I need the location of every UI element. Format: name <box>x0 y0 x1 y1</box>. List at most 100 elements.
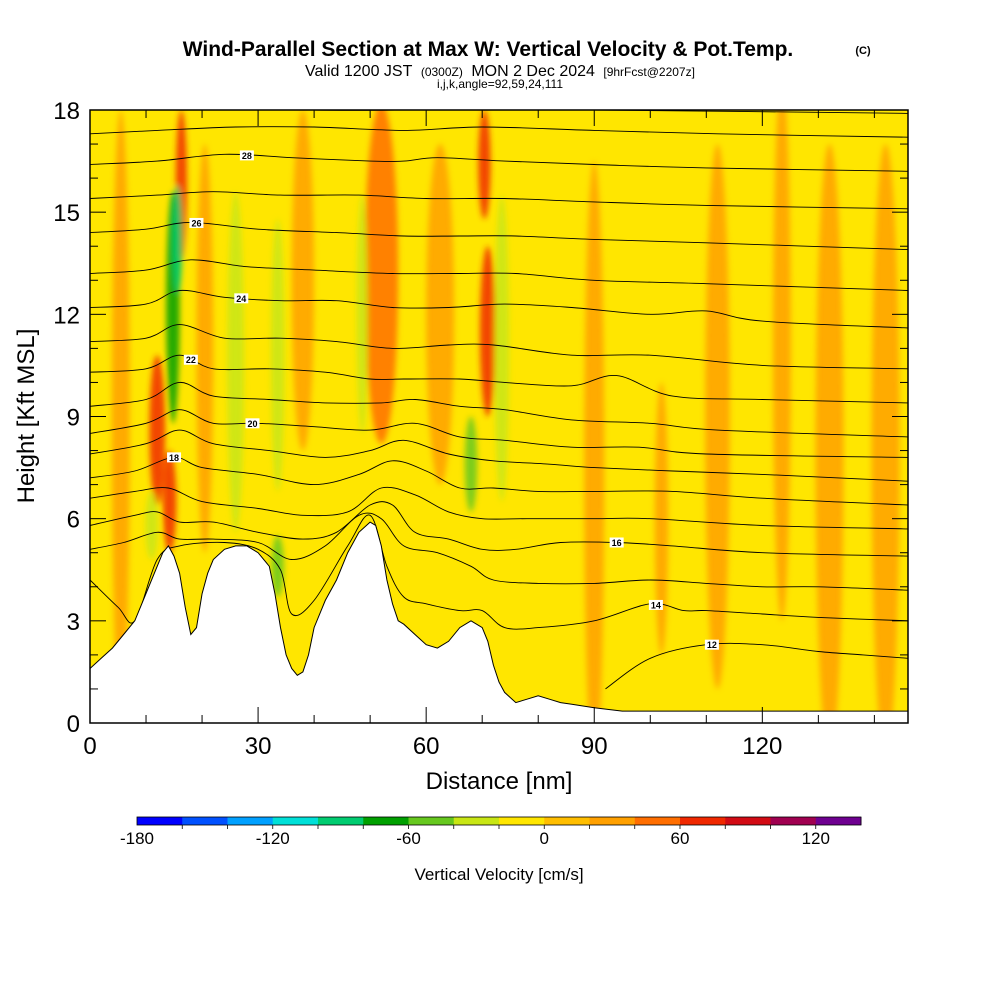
valid-utc: (0300Z) <box>421 65 463 79</box>
valid-date: MON 2 Dec 2024 <box>471 63 595 80</box>
theta-contour-20 <box>90 409 908 458</box>
theta-contour-15 <box>90 512 908 591</box>
w-feature-24 <box>426 144 455 485</box>
w-feature-3 <box>364 110 399 444</box>
section-params: i,j,k,angle=92,59,24,111 <box>437 77 563 91</box>
contour-label-22: 22 <box>183 354 198 365</box>
theta-contour-24 <box>90 289 908 329</box>
contour-label-bg <box>648 599 663 610</box>
w-feature-8 <box>227 191 245 533</box>
colorbar-segment <box>453 817 500 825</box>
y-tick-label: 6 <box>67 507 80 534</box>
contour-label-20: 20 <box>245 418 260 429</box>
w-feature-13 <box>145 491 158 560</box>
colorbar-tick-label: -60 <box>396 829 421 848</box>
theta-contour-19 <box>90 429 908 482</box>
w-feature-12 <box>464 416 478 512</box>
colorbar-segment <box>227 817 274 825</box>
contour-labels: 12 14 16 18 20 22 24 26 28 <box>167 150 719 650</box>
colorbar-segment <box>680 817 726 825</box>
w-feature-17 <box>705 144 730 689</box>
x-tick-label: 120 <box>742 733 782 760</box>
w-feature-18 <box>772 110 791 621</box>
w-feature-20 <box>871 144 900 723</box>
contour-label-text: 22 <box>186 355 196 365</box>
colorbar-segment <box>815 817 862 825</box>
colorbar-tick-labels: -180 -120 -60 0 60 120 <box>120 829 830 848</box>
colorbar-segment <box>408 817 455 825</box>
y-tick-label: 0 <box>67 711 80 738</box>
x-tick-label: 90 <box>581 733 608 760</box>
contour-label-18: 18 <box>167 452 182 463</box>
contour-label-24: 24 <box>234 293 249 304</box>
theta-contour-16 <box>90 501 908 557</box>
theta-contour-21 <box>90 381 908 438</box>
colorbar-segment <box>589 817 636 825</box>
w-feature-9 <box>270 218 285 492</box>
contour-label-bg <box>609 537 624 548</box>
plot-area <box>90 110 908 723</box>
theta-contour-14 <box>90 514 908 630</box>
colorbar-tick-label: -180 <box>120 829 154 848</box>
colorbar-title: Vertical Velocity [cm/s] <box>414 865 583 884</box>
colorbar-tick-label: 60 <box>671 829 690 848</box>
w-feature-22 <box>196 144 214 553</box>
y-tick-label: 12 <box>53 302 80 329</box>
theta-contour-17 <box>90 486 908 530</box>
x-tick-label: 30 <box>245 733 272 760</box>
theta-contour-29 <box>90 126 908 138</box>
w-feature-19 <box>815 144 844 723</box>
contour-label-28: 28 <box>239 150 254 161</box>
y-axis-label: Height [Kft MSL] <box>13 329 40 504</box>
theta-contour-18 <box>90 456 908 506</box>
contour-label-bg <box>234 293 249 304</box>
x-axis-label: Distance [nm] <box>426 768 573 795</box>
colorbar-segment <box>725 817 771 825</box>
contour-label-text: 14 <box>651 600 661 610</box>
colorbar-segment <box>272 817 319 825</box>
forecast-run: [9hrFcst@2207z] <box>603 65 695 79</box>
contour-label-text: 20 <box>247 419 257 429</box>
contour-label-text: 28 <box>242 151 252 161</box>
contour-label-bg <box>183 354 198 365</box>
w-feature-4 <box>479 246 496 417</box>
w-feature-21 <box>111 110 130 723</box>
theta-contour-27 <box>90 191 908 210</box>
contour-label-text: 12 <box>707 640 717 650</box>
y-tick-label: 15 <box>53 200 80 227</box>
colorbar-tick-label: 120 <box>802 829 830 848</box>
contour-label-26: 26 <box>189 217 204 228</box>
contour-label-12: 12 <box>704 639 719 650</box>
colorbar-segment <box>634 817 681 825</box>
colorbar-segment <box>318 817 364 825</box>
x-tick-label: 0 <box>83 733 96 760</box>
w-feature-0 <box>149 355 166 506</box>
theta-contour-12 <box>605 642 908 690</box>
contour-label-bg <box>189 217 204 228</box>
w-feature-10 <box>356 195 368 434</box>
w-feature-15 <box>584 161 605 723</box>
contour-label-bg <box>167 452 182 463</box>
w-feature-5 <box>478 110 491 219</box>
terrain-mask <box>90 521 908 723</box>
contour-label-16: 16 <box>609 537 624 548</box>
w-feature-1 <box>162 450 177 553</box>
theta-contour-25 <box>90 259 908 291</box>
w-feature-11 <box>494 195 510 502</box>
colorbar-segment <box>137 817 183 825</box>
colorbar-segment <box>182 817 228 825</box>
contour-label-text: 18 <box>169 453 179 463</box>
colorbar-segment <box>770 817 817 825</box>
colorbar-segment <box>363 817 409 825</box>
contour-label-text: 16 <box>612 538 622 548</box>
y-tick-label: 3 <box>67 609 80 636</box>
theta-contour-23 <box>90 324 908 370</box>
colorbar-tick-label: -120 <box>256 829 290 848</box>
y-tick-label: 18 <box>53 98 80 125</box>
colorbar-segment <box>544 817 590 825</box>
x-tick-labels: 0 30 60 90 120 <box>83 733 782 760</box>
colorbar-segment <box>499 817 545 825</box>
contour-label-bg <box>239 150 254 161</box>
contour-label-text: 26 <box>191 218 201 228</box>
valid-time-line: Valid 1200 JST (0300Z) MON 2 Dec 2024 [9… <box>305 63 695 80</box>
